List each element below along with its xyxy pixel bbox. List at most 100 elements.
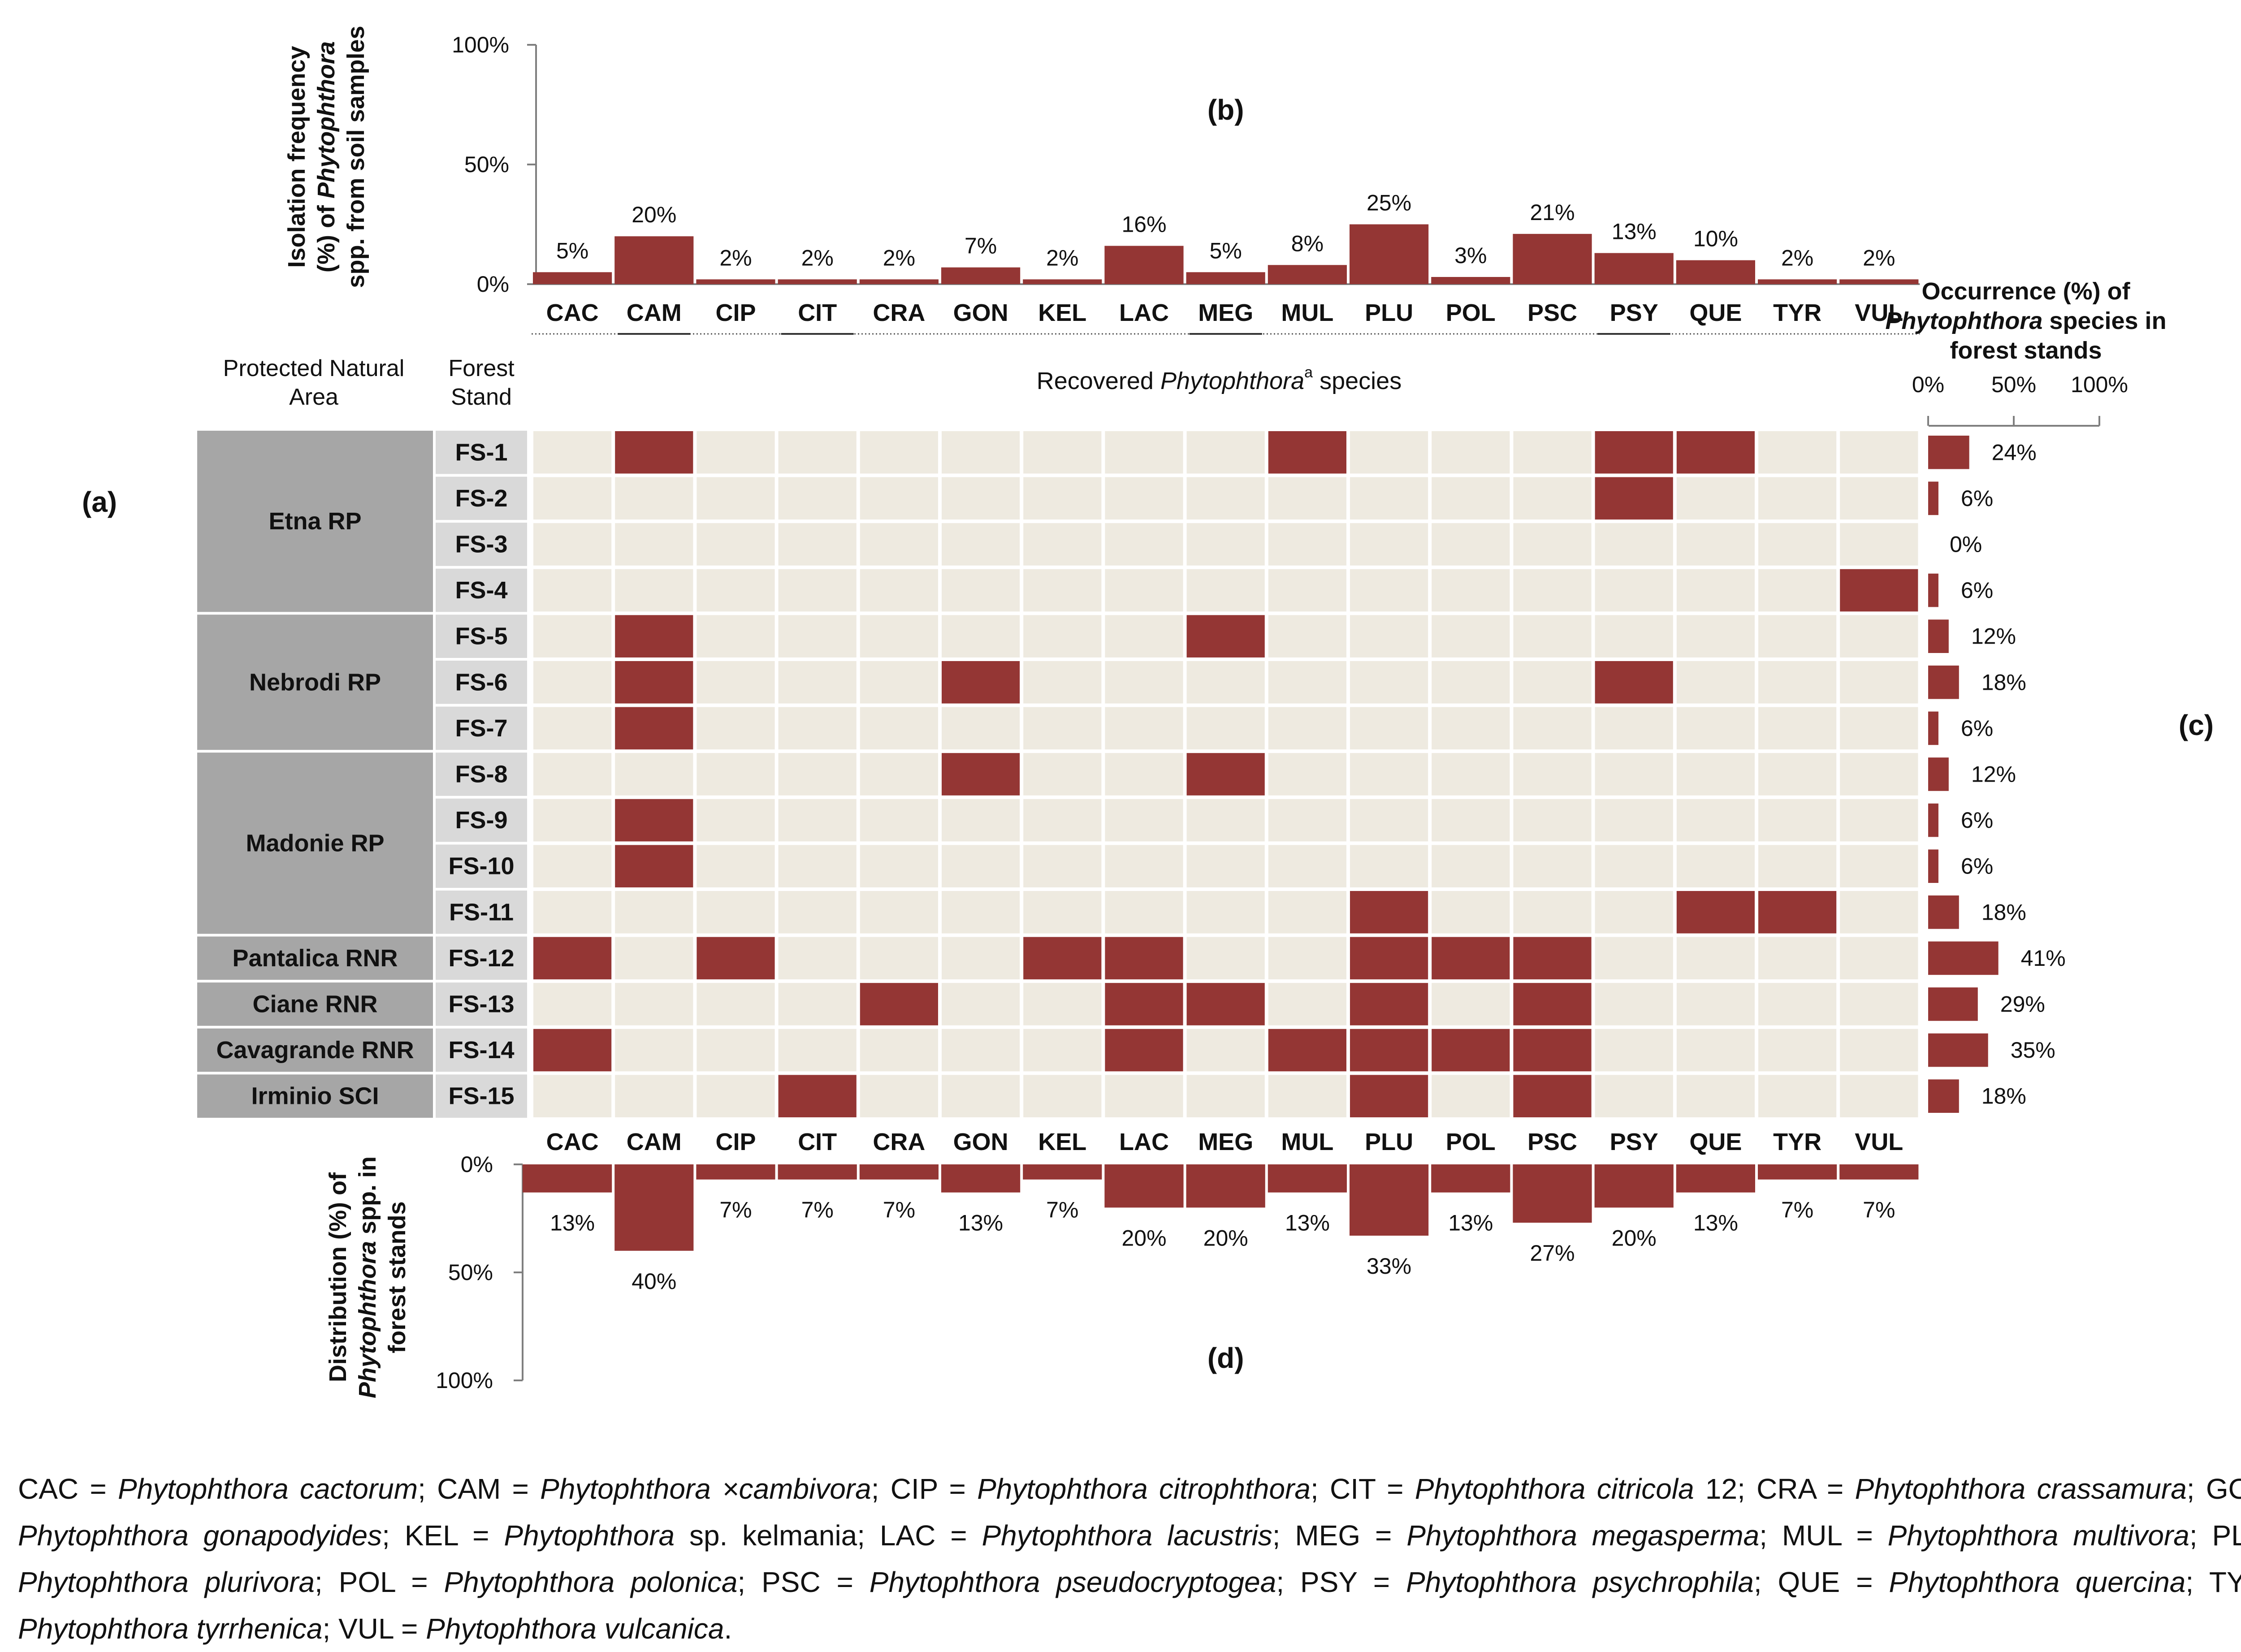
cell-fs-1-pol [1432, 431, 1510, 474]
b-species-tick-label: CAM [627, 299, 682, 326]
d-species-tick-label: CRA [873, 1129, 925, 1155]
c-tick-label: 50% [1991, 372, 2036, 397]
b-bar-label: 20% [632, 202, 676, 227]
d-species-tick-label: GON [953, 1129, 1008, 1155]
footnote-entry-gon: GON = Phytophthora gonapodyides [18, 1473, 2241, 1552]
header-forest-stand: Forest [448, 355, 515, 381]
stand-label: FS-7 [455, 715, 507, 742]
d-bar-label: 7% [883, 1198, 915, 1223]
cell-fs-10-psy [1595, 845, 1673, 887]
cell-fs-1-cac [533, 431, 612, 474]
b-species-tick-label: PLU [1365, 299, 1413, 326]
b-species-tick-label: GON [953, 299, 1008, 326]
cell-fs-4-pol [1432, 569, 1510, 612]
cell-fs-8-cit [778, 753, 857, 796]
cell-fs-6-que [1676, 661, 1755, 704]
d-bar-cra [859, 1164, 939, 1180]
c-bar-fs-11 [1928, 895, 1959, 929]
b-bar-plu [1350, 224, 1429, 284]
cell-fs-13-lac [1105, 983, 1183, 1025]
cell-fs-12-lac [1105, 937, 1183, 980]
b-bar-que [1676, 260, 1755, 284]
species-legend-footnote: CAC = Phytophthora cactorum; CAM = Phyto… [18, 1466, 2241, 1652]
cell-fs-8-gon [942, 753, 1020, 796]
b-bar-label: 7% [965, 234, 997, 259]
cell-fs-10-mul [1268, 845, 1346, 887]
cell-fs-1-lac [1105, 431, 1183, 474]
d-bar-psc [1513, 1164, 1592, 1223]
area-cell [197, 1028, 433, 1072]
c-bar-fs-6 [1928, 666, 1959, 699]
footnote-entry-lac: LAC = Phytophthora lacustris [879, 1519, 1272, 1552]
cell-fs-1-plu [1350, 431, 1428, 474]
cell-fs-7-mul [1268, 707, 1346, 750]
stand-label: FS-11 [449, 899, 514, 925]
b-species-tick-label: PSC [1527, 299, 1577, 326]
cell-fs-9-psy [1595, 799, 1673, 842]
stand-label: FS-6 [455, 669, 507, 696]
cell-fs-6-cip [697, 661, 775, 704]
c-bar-fs-9 [1928, 803, 1938, 837]
d-bar-label: 33% [1367, 1254, 1411, 1279]
header-protected-area: Area [289, 384, 338, 410]
c-bar-label: 6% [1961, 854, 1993, 879]
cell-fs-3-psc [1513, 523, 1592, 566]
header-recovered-species: Recovered Phytophthoraa species [1037, 364, 1402, 394]
cell-fs-7-vul [1840, 707, 1918, 750]
cell-fs-11-psy [1595, 891, 1673, 934]
d-y-tick-label: 100% [436, 1368, 493, 1393]
cell-fs-13-pol [1432, 983, 1510, 1025]
cell-fs-5-mul [1268, 615, 1346, 657]
b-y-tick-label: 50% [464, 152, 509, 177]
cell-fs-1-vul [1840, 431, 1918, 474]
stand-cell [436, 798, 527, 842]
panel-d-distribution: CAC CAM CIP CIT CRA GON KEL LAC MEG MUL PLU POL PSC P… [324, 1129, 1920, 1398]
cell-fs-15-pol [1432, 1075, 1510, 1117]
cell-fs-9-cam [615, 799, 693, 842]
cell-fs-6-tyr [1758, 661, 1837, 704]
cell-fs-9-plu [1350, 799, 1428, 842]
cell-fs-6-lac [1105, 661, 1183, 704]
footnote-entry-que: QUE = Phytophthora quercina [1778, 1566, 2186, 1598]
cell-fs-7-gon [942, 707, 1020, 750]
b-y-axis-title-line: spp. from soil samples [342, 26, 369, 288]
c-bar-fs-13 [1928, 987, 1978, 1021]
cell-fs-3-cac [533, 523, 612, 566]
cell-fs-1-que [1676, 431, 1755, 474]
cell-fs-7-tyr [1758, 707, 1837, 750]
cell-fs-9-tyr [1758, 799, 1837, 842]
d-bar-cam [614, 1164, 694, 1251]
c-bar-fs-7 [1928, 711, 1938, 745]
cell-fs-4-kel [1023, 569, 1102, 612]
cell-fs-12-pol [1432, 937, 1510, 980]
b-species-tick-label: CIT [798, 299, 837, 326]
b-species-tick-label: POL [1446, 299, 1496, 326]
cell-fs-11-gon [942, 891, 1020, 934]
cell-fs-13-que [1676, 983, 1755, 1025]
cell-fs-4-vul [1840, 569, 1918, 612]
d-bar-label: 7% [801, 1198, 834, 1223]
d-species-tick-label: PSC [1527, 1129, 1577, 1155]
b-species-tick-label: LAC [1119, 299, 1169, 326]
area-cell [197, 982, 433, 1026]
cell-fs-7-psc [1513, 707, 1592, 750]
d-bar-que [1676, 1164, 1755, 1193]
b-bar-label: 3% [1454, 243, 1487, 268]
cell-fs-4-tyr [1758, 569, 1837, 612]
b-bar-vul [1839, 279, 1919, 284]
cell-fs-7-cip [697, 707, 775, 750]
cell-fs-9-cit [778, 799, 857, 842]
cell-fs-11-cit [778, 891, 857, 934]
cell-fs-1-cit [778, 431, 857, 474]
b-species-tick-label: TYR [1773, 299, 1821, 326]
c-bar-fs-12 [1928, 941, 1999, 975]
cell-fs-12-cac [533, 937, 612, 980]
cell-fs-9-cac [533, 799, 612, 842]
cell-fs-15-cra [860, 1075, 938, 1117]
c-bar-fs-15 [1928, 1079, 1959, 1113]
cell-fs-6-kel [1023, 661, 1102, 704]
cell-fs-2-vul [1840, 477, 1918, 520]
footnote-entry-mul: MUL = Phytophthora multivora [1782, 1519, 2189, 1552]
cell-fs-8-cip [697, 753, 775, 796]
c-bar-fs-4 [1928, 573, 1938, 607]
